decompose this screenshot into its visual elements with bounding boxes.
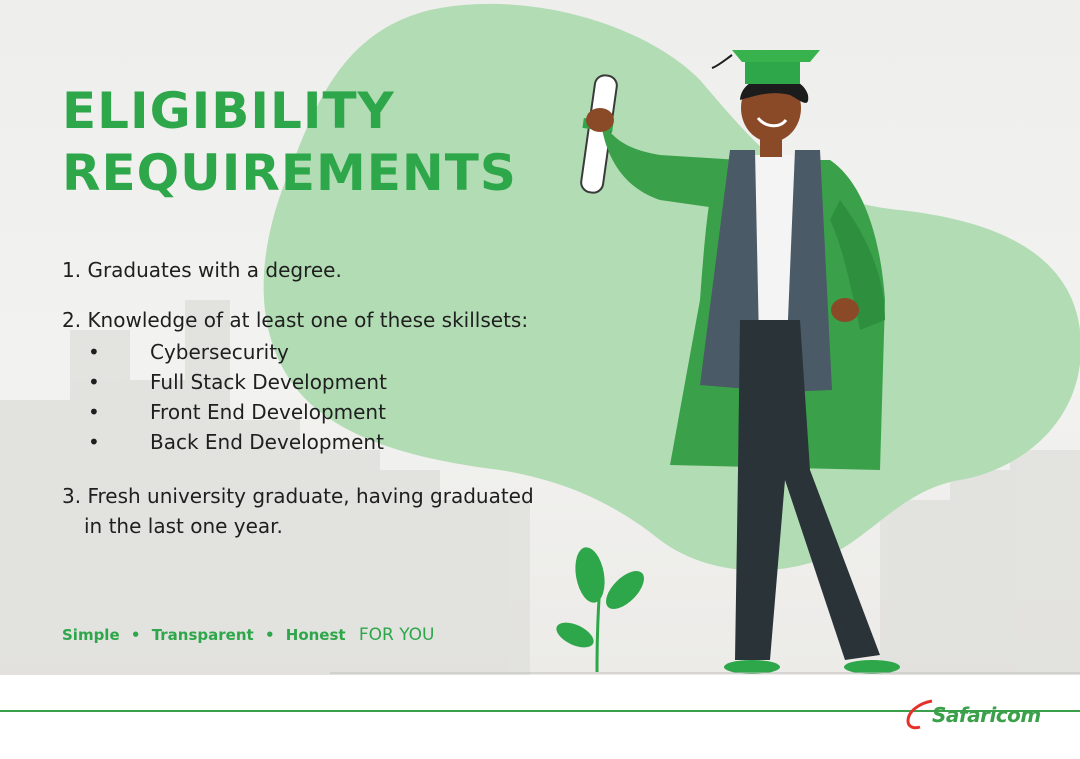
tagline: Simple • Transparent • Honest FOR YOU	[62, 625, 434, 645]
skill-label: Full Stack Development	[150, 370, 387, 394]
city-skyline	[0, 300, 1080, 675]
bullet-icon: •	[88, 400, 100, 424]
tagline-word: Transparent	[151, 626, 254, 644]
footer-divider	[0, 710, 1080, 712]
skill-label: Front End Development	[150, 400, 386, 424]
poster: ELIGIBILITY REQUIREMENTS 1. Graduates wi…	[0, 0, 1080, 675]
tagline-separator: •	[130, 626, 141, 644]
requirement-2: 2. Knowledge of at least one of these sk…	[62, 308, 529, 332]
brand-name: Safaricom	[932, 703, 1041, 727]
skill-label: Back End Development	[150, 430, 384, 454]
tagline-separator: •	[264, 626, 275, 644]
background-art	[0, 3, 1080, 675]
requirement-1: 1. Graduates with a degree.	[62, 258, 342, 282]
bullet-icon: •	[88, 340, 100, 364]
safaricom-logo: Safaricom	[902, 695, 1052, 735]
title-line-1: ELIGIBILITY	[62, 82, 395, 140]
requirement-3-continued: in the last one year.	[84, 514, 283, 538]
requirement-3: 3. Fresh university graduate, having gra…	[62, 484, 534, 508]
tagline-word: Simple	[62, 626, 120, 644]
plant-icon	[556, 547, 644, 673]
graduate-figure	[580, 50, 900, 674]
page-title: ELIGIBILITY REQUIREMENTS	[62, 80, 517, 204]
title-line-2: REQUIREMENTS	[62, 144, 517, 202]
tagline-suffix: FOR YOU	[358, 625, 435, 645]
tagline-word: Honest	[285, 626, 346, 644]
bullet-icon: •	[88, 430, 100, 454]
bullet-icon: •	[88, 370, 100, 394]
logo-swoosh-icon	[906, 699, 933, 730]
skill-label: Cybersecurity	[150, 340, 289, 364]
